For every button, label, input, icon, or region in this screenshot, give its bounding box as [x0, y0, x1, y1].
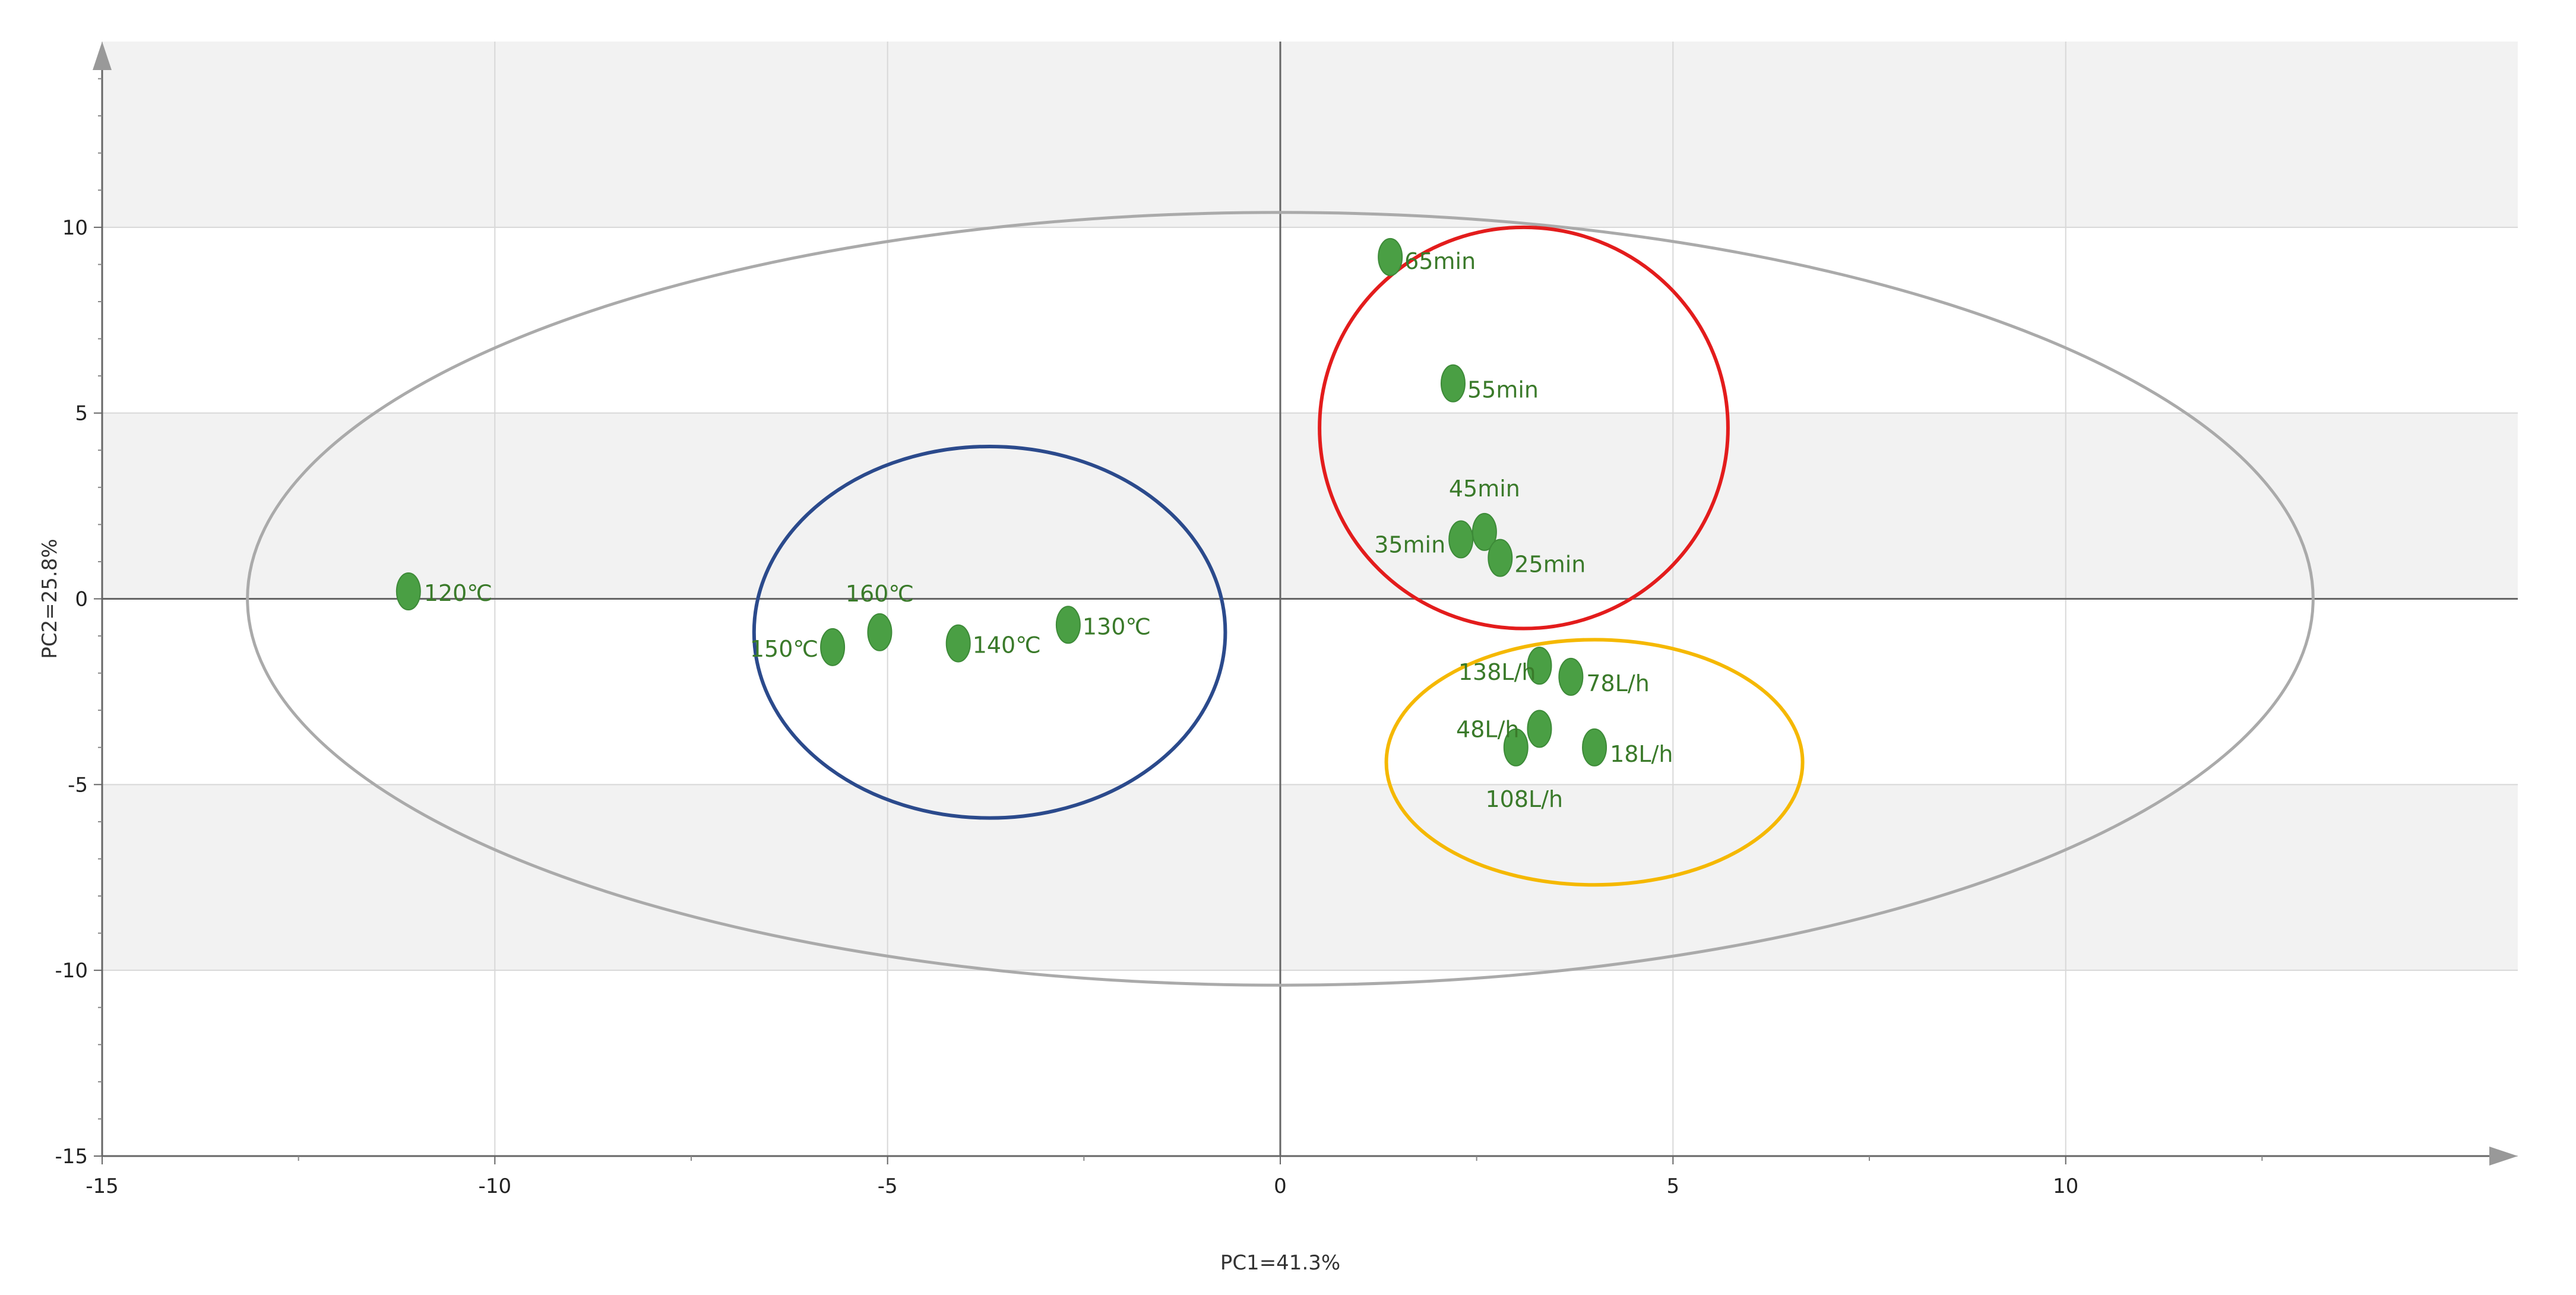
grid-band: [102, 784, 2518, 971]
temperature-group-ellipse: [752, 444, 1227, 820]
point-label: 65min: [1404, 248, 1476, 274]
axis-layer: -15 -10 -5 0 5 10 -15 -10 -5 0 5 10: [55, 42, 2518, 1198]
point-label: 140℃: [973, 632, 1041, 658]
data-point: [1527, 647, 1552, 685]
point-label: 130℃: [1083, 613, 1151, 639]
x-tick-label: 0: [1274, 1174, 1287, 1198]
data-point: [1378, 238, 1403, 276]
y-tick-label: 10: [62, 216, 88, 240]
x-axis-arrow: [2489, 1147, 2518, 1166]
data-point: [1558, 657, 1584, 696]
flow-group-ellipse: [1384, 638, 1805, 887]
x-axis-title: PC1=41.3%: [1220, 1251, 1340, 1275]
data-point: [945, 624, 971, 663]
y-tick-label: -10: [55, 959, 88, 983]
confidence-ellipse: [246, 211, 2315, 987]
y-tick-label: -5: [68, 773, 88, 797]
data-point: [1527, 710, 1552, 748]
point-label: 150℃: [750, 636, 818, 662]
point-label: 48L/h: [1456, 716, 1519, 742]
data-point: [395, 572, 421, 610]
point-label: 45min: [1449, 476, 1520, 502]
y-tick-label: -15: [55, 1145, 88, 1169]
data-point: [1503, 728, 1528, 767]
data-point: [1440, 364, 1466, 403]
label-layer: 120℃ 150℃ 160℃ 140℃ 130℃ 65min 55min 45min 35min…: [424, 248, 1673, 812]
point-label: 160℃: [846, 581, 914, 607]
x-tick-label: -10: [479, 1174, 512, 1198]
point-label: 18L/h: [1610, 741, 1673, 767]
y-axis-title: PC2=25.8%: [38, 539, 62, 658]
time-group-ellipse: [1318, 225, 1730, 631]
data-point: [1055, 606, 1081, 644]
data-point: [1582, 728, 1607, 767]
point-label: 120℃: [424, 580, 492, 606]
x-tick-label: -15: [86, 1174, 119, 1198]
grid-band: [102, 413, 2518, 599]
data-point: [1448, 520, 1474, 559]
point-label: 55min: [1467, 377, 1539, 403]
point-label: 35min: [1374, 531, 1445, 558]
point-label: 25min: [1514, 552, 1586, 578]
y-tick-label: 0: [75, 588, 88, 612]
x-tick-label: 10: [2053, 1174, 2078, 1198]
grid-band: [102, 42, 2518, 227]
x-tick-label: -5: [878, 1174, 898, 1198]
x-tick-label: 5: [1667, 1174, 1680, 1198]
point-label: 78L/h: [1586, 670, 1649, 696]
ellipse-layer: [246, 211, 2315, 987]
point-label: 138L/h: [1458, 659, 1536, 685]
y-axis-arrow: [93, 42, 112, 70]
point-label: 108L/h: [1486, 786, 1564, 812]
data-point: [867, 613, 893, 651]
data-point: [1471, 512, 1497, 551]
point-layer: [395, 238, 1607, 767]
data-point: [820, 628, 846, 666]
data-point: [1488, 539, 1513, 577]
y-tick-label: 5: [75, 402, 88, 426]
